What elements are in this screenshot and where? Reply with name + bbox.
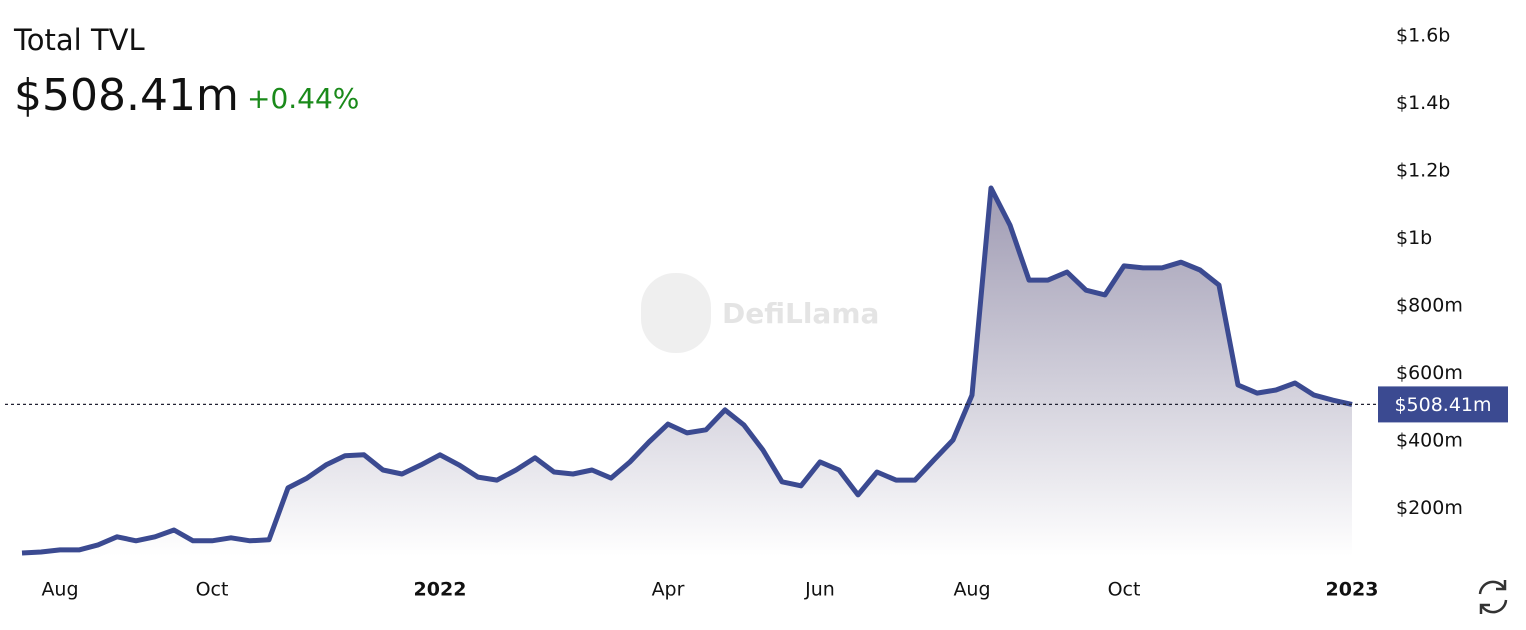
- area: [22, 188, 1352, 556]
- y-tick-label: $1.4b: [1396, 92, 1450, 114]
- y-tick-label: $1.2b: [1396, 160, 1450, 182]
- x-tick-label: 2022: [414, 579, 467, 601]
- refresh-arrow[interactable]: [1479, 580, 1507, 614]
- watermark-logo: [641, 273, 711, 353]
- change: +0.44%: [247, 82, 359, 115]
- x-tick-label: Jun: [804, 579, 835, 601]
- current-badge-label: $508.41m: [1394, 394, 1491, 416]
- y-tick-label: $1.6b: [1396, 25, 1450, 47]
- line: [21, 185, 1353, 556]
- y-tick-label: $800m: [1396, 295, 1463, 317]
- refresh-arc[interactable]: [1478, 580, 1508, 614]
- y-tick-label: $600m: [1396, 362, 1463, 384]
- watermark-text: DefiLlama: [722, 297, 879, 330]
- x-tick-label: Aug: [41, 579, 78, 601]
- y-tick-label: $200m: [1396, 497, 1463, 519]
- x-tick-label: Oct: [1108, 579, 1141, 601]
- watermark: DefiLlama: [641, 273, 879, 353]
- current-badge: [1378, 386, 1508, 423]
- x-tick-label: 2023: [1326, 579, 1379, 601]
- x-tick-label: Aug: [953, 579, 990, 601]
- refresh-icon[interactable]: [1478, 580, 1508, 614]
- chart-title: Total TVL: [13, 23, 145, 57]
- y-tick-label: $400m: [1396, 429, 1463, 451]
- x-tick-label: Oct: [196, 579, 229, 601]
- y-tick-label: $1b: [1396, 227, 1432, 249]
- x-tick-label: Apr: [652, 579, 685, 601]
- current-value: $508.41m: [14, 70, 239, 121]
